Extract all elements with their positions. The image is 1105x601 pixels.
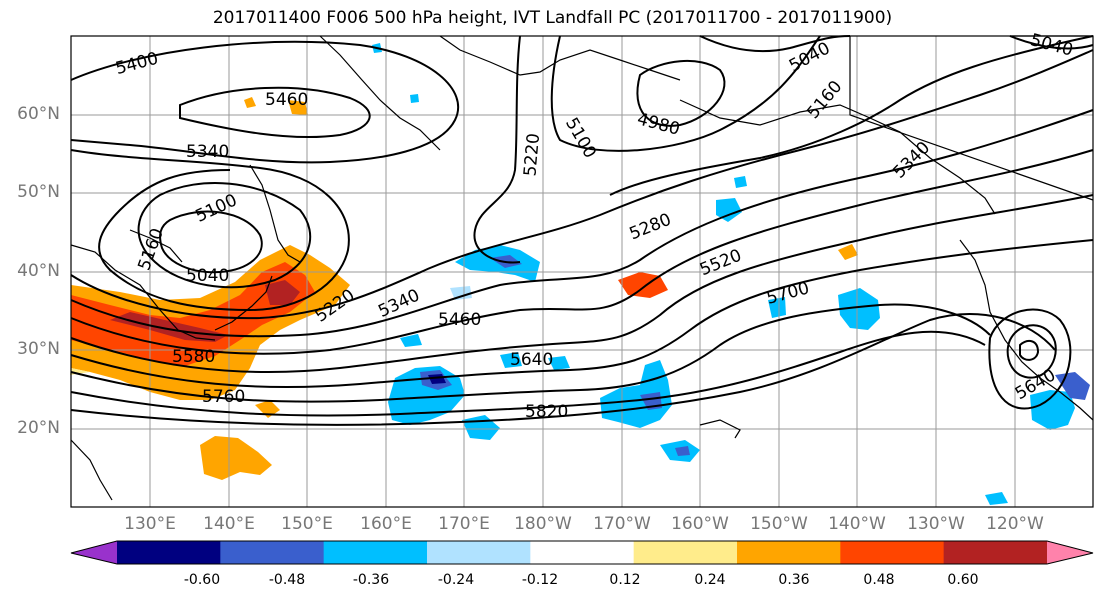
lon-label: 140°E (203, 514, 255, 534)
lat-label: 50°N (17, 182, 60, 202)
contour-label: 5340 (186, 142, 229, 162)
colorbar-tick-label: -0.48 (268, 572, 306, 588)
colorbar-extend-high (1047, 541, 1093, 564)
lat-label: 60°N (17, 104, 60, 124)
lon-label: 180°W (514, 514, 572, 534)
contour-label: 5220 (520, 132, 544, 177)
contour-label: 5820 (525, 402, 568, 422)
colorbar-cell (943, 541, 1048, 564)
colorbar-tick-label: 0.36 (778, 572, 810, 588)
lon-label: 140°W (828, 514, 886, 534)
colorbar-cell (117, 541, 221, 564)
lon-label: 170°W (593, 514, 651, 534)
colorbar-tick-label: -0.12 (521, 572, 559, 588)
colorbar-cell (840, 541, 945, 564)
lon-label: 150°W (750, 514, 808, 534)
colorbar-tick-label: 0.12 (609, 572, 641, 588)
lon-label: 160°E (360, 514, 412, 534)
lon-label: 130°W (907, 514, 965, 534)
colorbar-tick-label: -0.60 (183, 572, 221, 588)
lon-label: 130°E (124, 514, 176, 534)
height-contours (70, 35, 1094, 426)
colorbar-tick-label: 0.60 (947, 572, 979, 588)
colorbar-cell (220, 541, 325, 564)
colorbar-cell (323, 541, 428, 564)
contour-label: 5760 (202, 387, 245, 407)
lon-label: 120°W (986, 514, 1044, 534)
colorbar-tick-label: 0.24 (694, 572, 726, 588)
contour-label: 5040 (186, 266, 229, 286)
lat-label: 40°N (17, 261, 60, 281)
contour-label: 5580 (172, 347, 215, 367)
colorbar (70, 540, 1094, 565)
colorbar-cell (530, 541, 635, 564)
colorbar-outline (70, 540, 1094, 565)
colorbar-cell (633, 541, 738, 564)
lon-label: 150°E (281, 514, 333, 534)
map-gridlines (71, 36, 1093, 507)
colorbar-cell (427, 541, 531, 564)
colorbar-tick-label: 0.48 (863, 572, 895, 588)
colorbar-extend-low (71, 541, 117, 564)
lat-label: 30°N (17, 339, 60, 359)
colorbar-tick-label: -0.36 (352, 572, 390, 588)
lat-label: 20°N (17, 418, 60, 438)
ivt-positive-shading (70, 97, 858, 480)
contour-label: 5460 (265, 90, 308, 110)
map-title: 2017011400 F006 500 hPa height, IVT Land… (212, 8, 893, 28)
map-frame (70, 35, 1094, 508)
lon-label: 170°E (438, 514, 490, 534)
contour-label: 5460 (438, 310, 481, 330)
colorbar-tick-label: -0.24 (437, 572, 475, 588)
contour-label: 5640 (510, 350, 553, 370)
lon-label: 160°W (671, 514, 729, 534)
colorbar-cell (737, 541, 841, 564)
